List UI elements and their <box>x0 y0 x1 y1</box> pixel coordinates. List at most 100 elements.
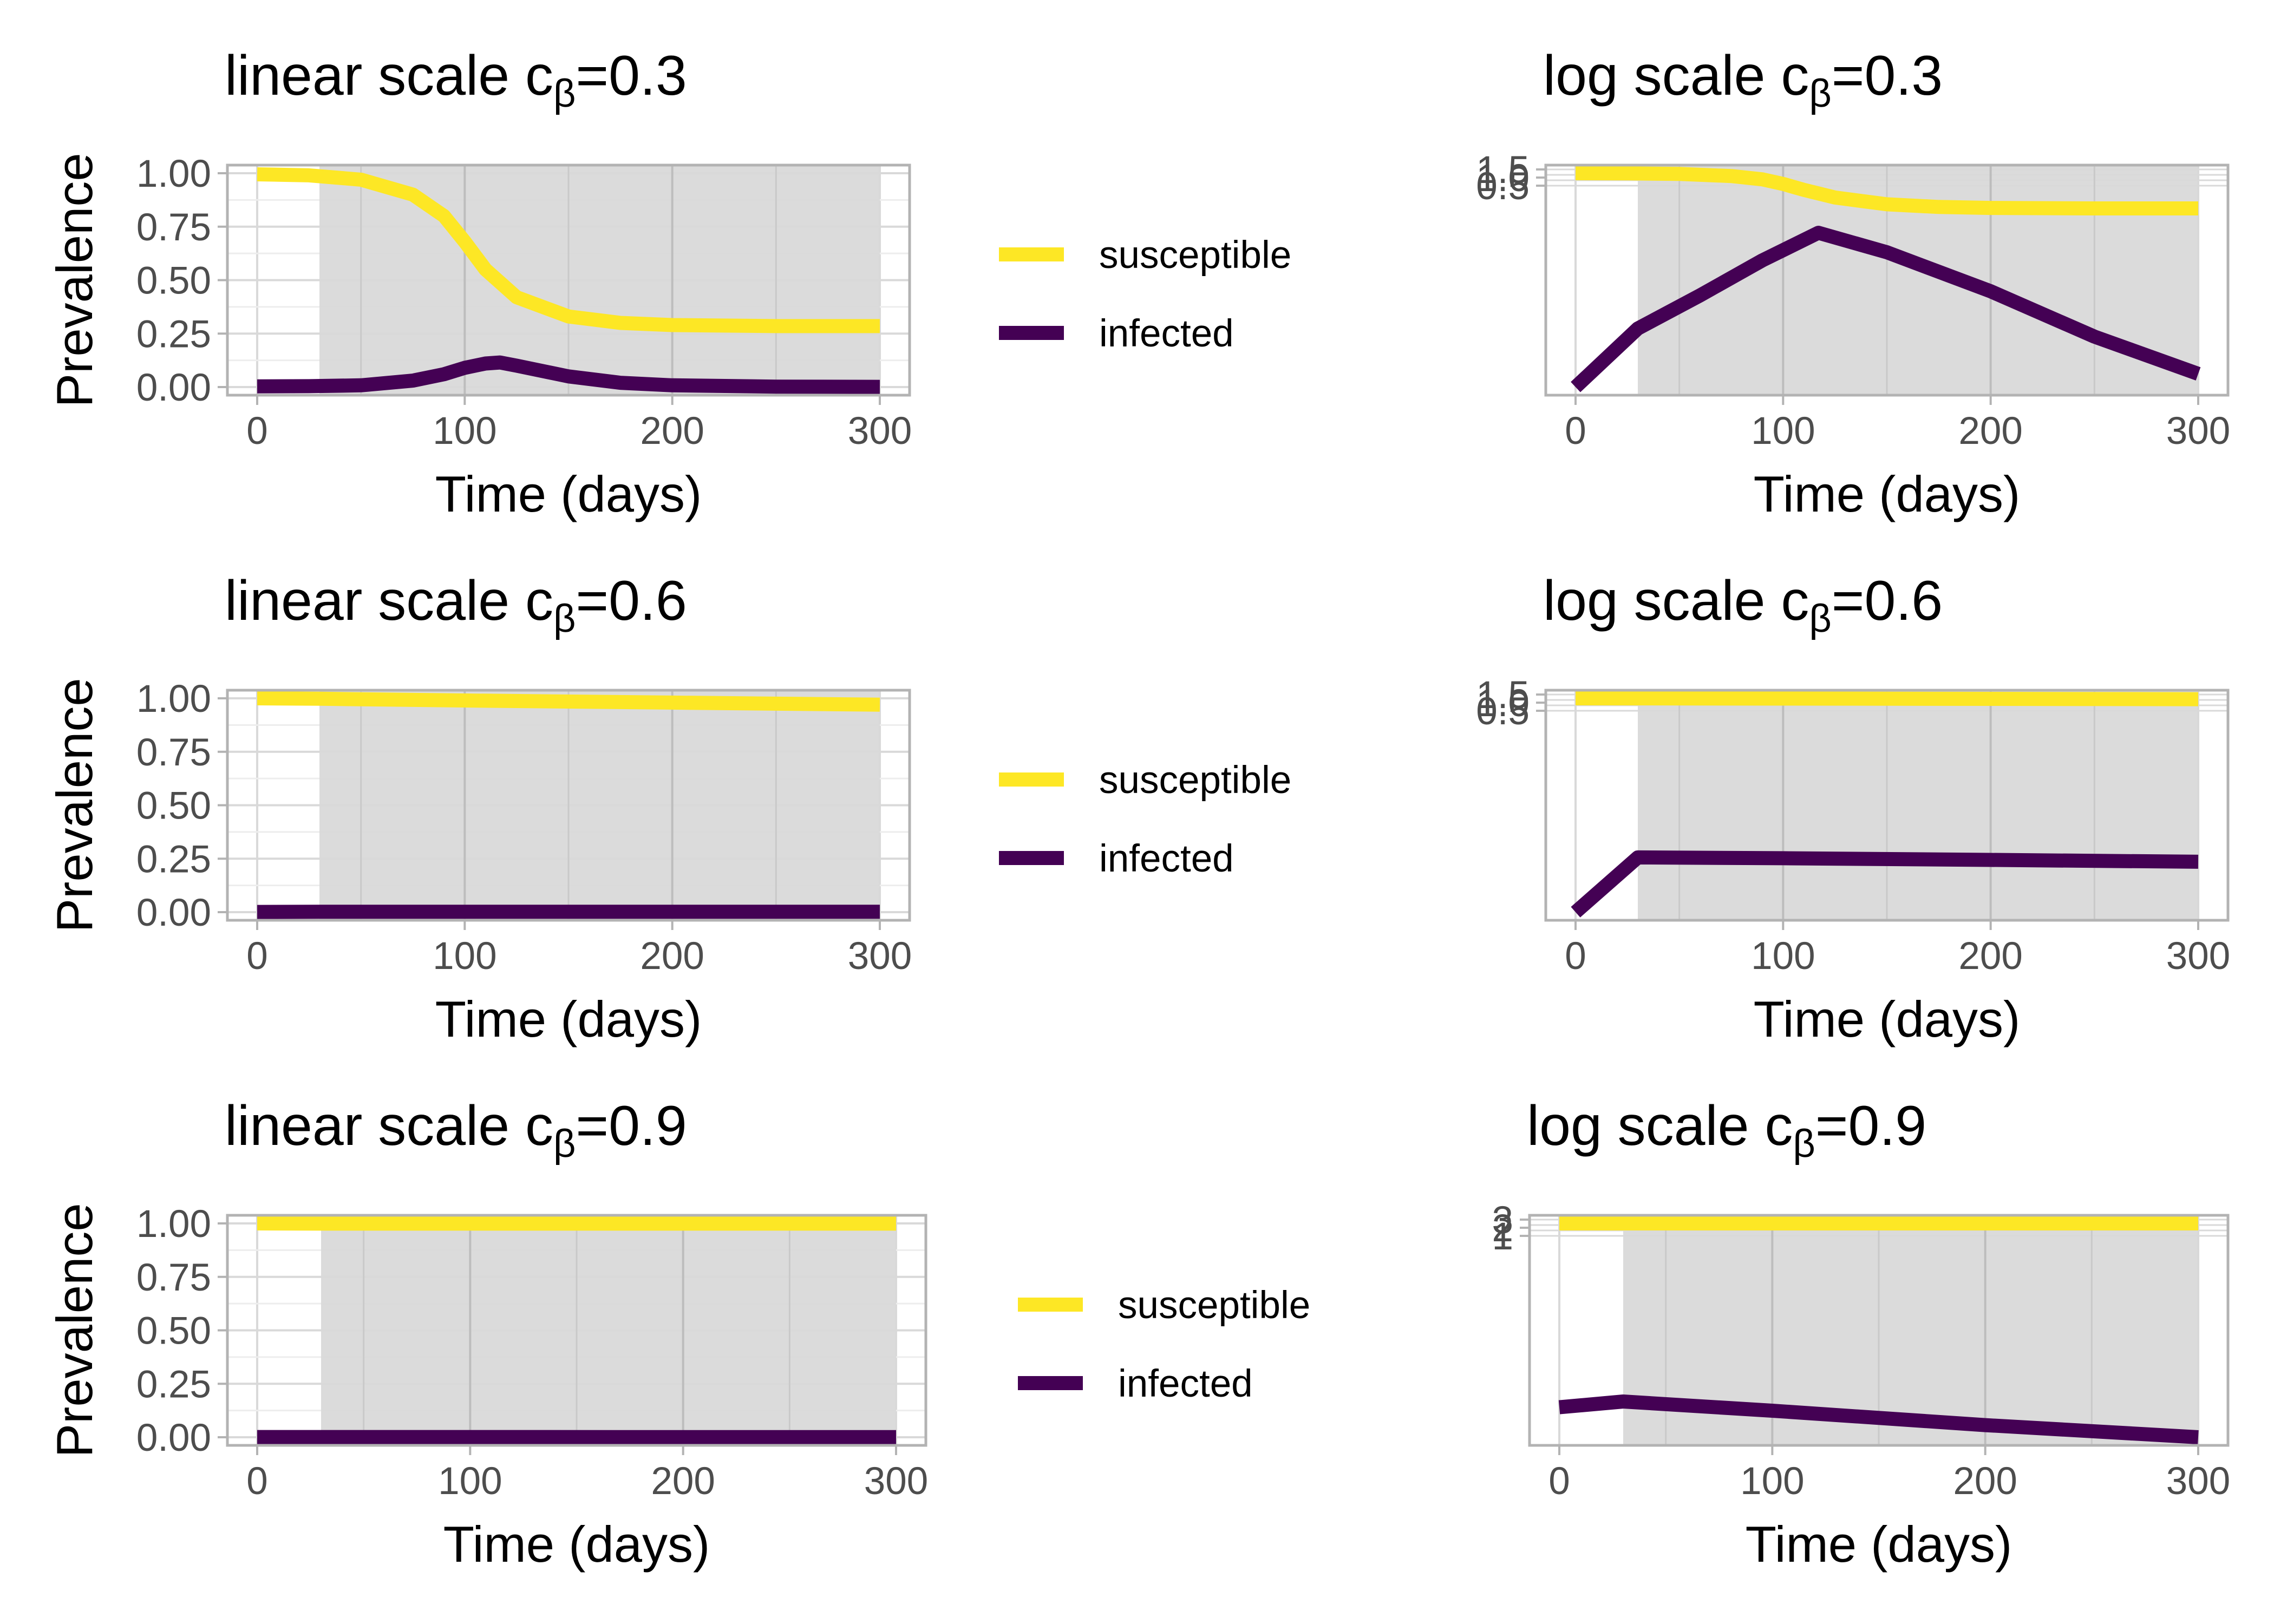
title-subscript: β <box>1809 72 1831 115</box>
panel-title: log scale cβ=0.6 <box>1543 569 1943 640</box>
panel-border <box>1544 163 2230 397</box>
series-line-infected <box>1571 850 2199 918</box>
intervention-shading <box>319 165 880 395</box>
panel-5: linear scale cβ=0.9 0 100 200 300 0.00 0.25 0.5… <box>46 1095 1310 1573</box>
title-main: linear scale c <box>225 1095 553 1157</box>
title-subscript: β <box>1793 1122 1815 1165</box>
y-tick-label: 1.00 <box>136 1203 211 1246</box>
title-suffix: =0.9 <box>576 1095 687 1157</box>
y-tick-label: 0.25 <box>136 313 211 356</box>
title-subscript: β <box>553 1122 576 1165</box>
legend-label-infected: infected <box>1099 312 1234 355</box>
x-tick-label: 300 <box>848 935 912 978</box>
x-tick-label: 0 <box>246 1460 268 1503</box>
x-tick-label: 0 <box>246 410 268 453</box>
title-suffix: =0.3 <box>1832 44 1943 107</box>
y-tick-label: 1 <box>1492 1215 1514 1258</box>
x-tick-label: 200 <box>1958 935 2022 978</box>
title-suffix: =0.3 <box>576 44 687 107</box>
title-subscript: β <box>553 597 576 640</box>
y-tick-label: 0.50 <box>136 1310 211 1353</box>
legend: susceptible infected <box>1018 1284 1310 1405</box>
x-tick-label: 200 <box>640 410 704 453</box>
x-tick-label: 100 <box>1740 1460 1804 1503</box>
series-line-susceptible <box>1575 166 2198 215</box>
y-tick-label: 0.5 <box>1476 690 1530 733</box>
x-tick-label: 300 <box>864 1460 928 1503</box>
title-main: log scale c <box>1543 44 1809 107</box>
title-main: linear scale c <box>225 44 553 107</box>
x-axis-title: Time (days) <box>435 991 702 1047</box>
legend-label-infected: infected <box>1118 1363 1253 1405</box>
title-subscript: β <box>553 72 576 115</box>
panel-title: log scale cβ=0.3 <box>1543 44 1943 115</box>
panel-1: linear scale cβ=0.3 0 100 200 300 0.00 0.25 0.5… <box>46 44 1291 522</box>
x-tick-label: 200 <box>1953 1460 2017 1503</box>
y-tick-label: 1.0 <box>1476 682 1530 725</box>
y-tick-label: 1.00 <box>136 678 211 721</box>
title-suffix: =0.9 <box>1815 1095 1926 1157</box>
panel-6: log scale cβ=0.9 0 100 200 300 321 Time (days) <box>1492 1095 2231 1573</box>
y-axis-title: Prevalence <box>46 153 103 407</box>
y-tick-label: 0.25 <box>136 1363 211 1406</box>
series-line-infected <box>1558 1394 2199 1444</box>
x-tick-label: 0 <box>1565 935 1586 978</box>
y-tick-label: 0.25 <box>136 838 211 881</box>
x-tick-label: 100 <box>1751 935 1815 978</box>
panel-title: linear scale cβ=0.6 <box>225 569 687 640</box>
legend: susceptible infected <box>999 234 1291 355</box>
series-line-infected <box>1571 226 2201 392</box>
panel-3: linear scale cβ=0.6 0 100 200 300 0.00 0.25 0.5… <box>46 569 1291 1047</box>
legend-label-susceptible: susceptible <box>1099 759 1291 802</box>
x-tick-label: 0 <box>1548 1460 1570 1503</box>
x-tick-label: 200 <box>651 1460 715 1503</box>
panel-2: log scale cβ=0.3 0 100 200 300 1.51.00.5 Time … <box>1476 44 2230 522</box>
panel-border <box>1528 1214 2230 1447</box>
x-tick-label: 300 <box>2166 935 2230 978</box>
x-tick-label: 200 <box>1958 410 2022 453</box>
x-tick-label: 100 <box>433 410 496 453</box>
series-line-susceptible <box>257 691 880 712</box>
y-tick-label: 1.5 <box>1476 674 1530 717</box>
intervention-shading <box>1638 690 2198 920</box>
panel-title: linear scale cβ=0.3 <box>225 44 687 115</box>
panel-4: log scale cβ=0.6 0 100 200 300 1.51.00.5 Time … <box>1476 569 2230 1047</box>
legend-label-susceptible: susceptible <box>1118 1284 1310 1327</box>
panel-border <box>1544 689 2230 922</box>
y-tick-label: 0.00 <box>136 1417 211 1459</box>
y-tick-label: 0.00 <box>136 366 211 409</box>
y-tick-label: 1.5 <box>1476 149 1530 192</box>
y-tick-label: 0.00 <box>136 892 211 934</box>
y-tick-label: 3 <box>1492 1199 1514 1242</box>
x-tick-label: 300 <box>2166 1460 2230 1503</box>
x-axis-title: Time (days) <box>1754 466 2021 522</box>
x-tick-label: 200 <box>640 935 704 978</box>
intervention-shading <box>319 690 880 920</box>
x-axis-title: Time (days) <box>435 466 702 522</box>
y-tick-label: 1.0 <box>1476 157 1530 200</box>
title-suffix: =0.6 <box>1832 569 1943 632</box>
intervention-shading <box>321 1215 896 1445</box>
y-tick-label: 0.50 <box>136 260 211 303</box>
series-line-susceptible <box>1575 691 2199 706</box>
series-line-susceptible <box>257 167 880 333</box>
x-tick-label: 100 <box>1751 410 1815 453</box>
x-tick-label: 100 <box>438 1460 502 1503</box>
title-main: linear scale c <box>225 569 553 632</box>
y-tick-label: 0.75 <box>136 731 211 774</box>
x-axis-title: Time (days) <box>1754 991 2021 1047</box>
legend-label-susceptible: susceptible <box>1099 234 1291 277</box>
x-tick-label: 0 <box>1565 410 1586 453</box>
y-axis-title: Prevalence <box>46 1203 103 1457</box>
y-axis-title: Prevalence <box>46 678 103 932</box>
legend-label-infected: infected <box>1099 837 1234 880</box>
x-tick-label: 300 <box>848 410 912 453</box>
y-tick-label: 2 <box>1492 1207 1514 1250</box>
panel-title: linear scale cβ=0.9 <box>225 1095 687 1165</box>
y-tick-label: 0.75 <box>136 1256 211 1299</box>
y-tick-label: 1.00 <box>136 153 211 195</box>
x-axis-title: Time (days) <box>1746 1516 2012 1573</box>
y-tick-label: 0.75 <box>136 206 211 249</box>
y-tick-label: 0.50 <box>136 785 211 828</box>
